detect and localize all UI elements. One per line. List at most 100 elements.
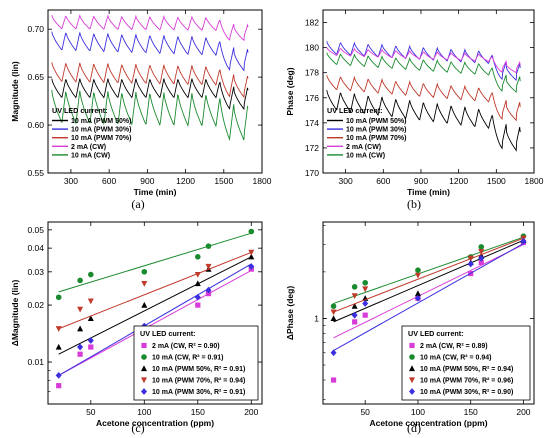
data-point [467,260,474,268]
data-point [520,237,527,245]
fit-line [58,232,252,293]
legend-entry: 2 mA (CW, R² = 0.89) [420,343,488,350]
legend-marker [409,354,415,360]
x-tick-label: 1800 [253,176,272,186]
legend-marker [141,365,147,372]
y-axis-label: Phase (deg) [285,67,295,115]
legend-entry: 10 mA (PWM 70%, R² = 0.96) [420,378,513,385]
data-point [87,298,94,305]
data-point [478,244,485,250]
y-tick-label: 170 [305,168,319,178]
fit-line [58,269,252,376]
x-tick-label: 900 [140,176,154,186]
legend-marker [141,342,147,349]
data-point [362,300,369,307]
data-point [205,243,212,249]
legend: UV LED current: 10 mA (PWM 50%) 10 mA (PWM… [327,106,406,159]
data-point [55,326,62,332]
data-point [414,290,421,297]
data-point [195,302,201,308]
series-line [51,78,249,111]
data-point [352,319,358,325]
data-point [77,351,83,357]
data-point [87,337,94,344]
x-tick-label: 100 [137,407,151,417]
legend-entry: 10 mA (PWM 50%) [71,118,131,125]
data-point [205,291,212,297]
y-tick-label: 0.55 [27,168,44,178]
data-point [248,253,255,260]
plot-frame [322,221,535,405]
fit-line [333,239,524,323]
data-point [351,293,358,300]
legend-box [133,325,259,401]
x-tick-label: 300 [64,176,78,186]
legend-box [401,325,531,401]
x-tick-label: 100 [411,407,425,417]
x-tick-label: 1200 [449,176,468,186]
x-tick-label: 900 [414,176,428,186]
legend-entry: 10 mA (PWM 30%, R² = 0.91) [152,389,245,396]
fit-line [333,236,524,304]
x-tick-label: 1200 [176,176,195,186]
legend-entry: 10 mA (CW, R² = 0.94) [420,355,492,362]
legend-entry: 10 mA (PWM 30%) [71,127,131,134]
chart-panel-c: 50 100 150 200 0.01 0.02 0.03 0.04 0.05 Acetone c… [10,221,263,435]
x-tick-label: 1500 [214,176,233,186]
data-point [248,249,255,256]
y-axis-label: ΔPhase (deg) [285,286,295,340]
data-point [351,284,358,290]
data-point [77,325,84,332]
y-axis-label: ΔMagnitude (lin) [10,280,20,347]
data-point [362,286,369,293]
plot-frame [47,9,263,174]
data-point [330,309,337,316]
data-point [141,268,148,275]
data-point [248,263,255,270]
x-axis-label: Time (min) [134,187,177,197]
data-point [194,271,201,278]
data-point [194,293,201,301]
data-point [141,280,148,287]
panel-caption: (a) [131,197,144,211]
legend-entry: 10 mA (PWM 50%, R² = 0.94) [420,366,513,373]
y-tick-label: 180 [305,43,319,53]
x-axis-label: Time (min) [407,187,450,197]
data-point [55,294,62,301]
series-line [326,75,521,122]
panel-caption: (d) [407,421,421,435]
series-line [51,31,249,72]
fit-line [58,251,252,330]
legend-entry: 10 mA (PWM 70%, R² = 0.94) [152,378,245,385]
legend-entry: 10 mA (CW, R² = 0.91) [152,355,224,362]
legend-entry: 2 mA (CW) [71,144,106,151]
series-line [326,47,521,74]
fit-line [58,263,252,376]
panel-caption: (c) [131,421,144,435]
y-tick-label: 0.70 [27,24,44,34]
legend-entry: 10 mA (PWM 30%) [346,127,406,134]
data-point [77,277,83,284]
x-tick-label: 150 [464,407,478,417]
data-point [88,344,94,350]
x-tick-label: 200 [516,407,530,417]
legend-entry: 10 mA (PWM 50%, R² = 0.91) [152,366,245,373]
y-tick-label: 0.03 [27,267,44,277]
x-axis-label: Acetone concentration (ppm) [96,418,214,428]
x-axis-label: Acetone concentration (ppm) [369,418,487,428]
legend-entry: 10 mA (PWM 70%) [71,135,131,142]
y-tick-label: 0.01 [27,357,44,367]
y-tick-label: 0.65 [27,72,44,82]
legend: UV LED current: 2 mA (CW, R² = 0.89) 10 mA… [401,325,531,401]
data-point [415,267,421,274]
data-point [362,312,368,318]
data-point [77,306,84,313]
legend: UV LED current: 2 mA (CW, R² = 0.90) 10 mA… [133,325,259,401]
legend-entry: 10 mA (PWM 50%) [346,118,406,125]
data-point [141,301,148,308]
x-tick-label: 600 [102,176,116,186]
data-point [195,254,201,260]
series-line [326,90,521,152]
legend-marker [141,377,147,384]
data-point [414,272,421,279]
